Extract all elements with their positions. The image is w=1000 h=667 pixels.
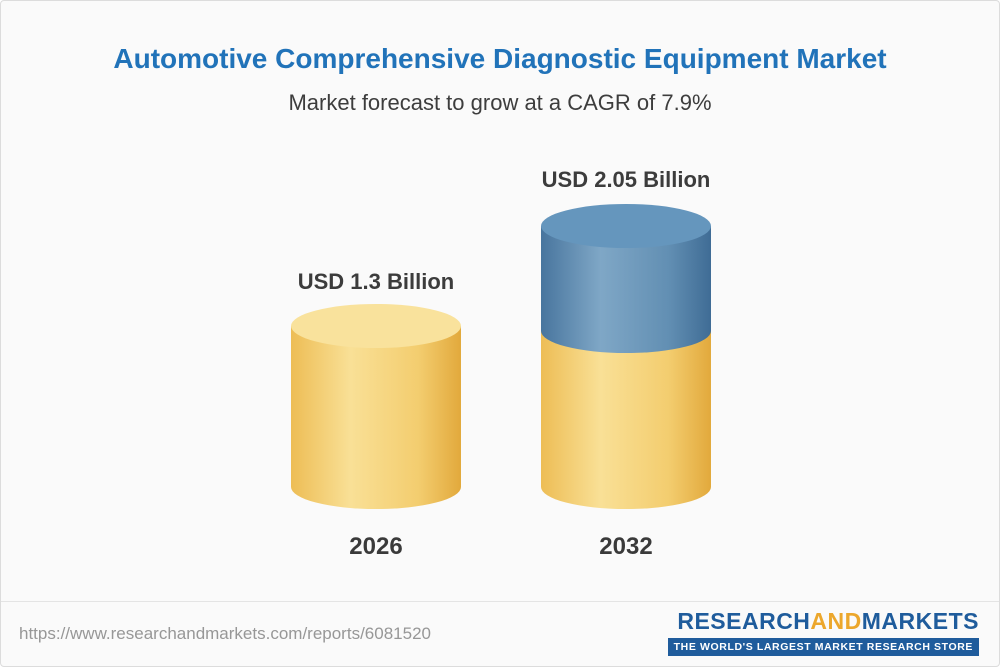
research-and-markets-logo: RESEARCHANDMARKETS THE WORLD'S LARGEST M…: [667, 608, 979, 656]
logo-word-markets: MARKETS: [861, 608, 979, 634]
chart-title: Automotive Comprehensive Diagnostic Equi…: [113, 43, 887, 74]
bar-cylinder-2026: [291, 304, 461, 509]
report-url: https://www.researchandmarkets.com/repor…: [19, 624, 431, 643]
logo-wordmark: RESEARCHANDMARKETS: [668, 608, 979, 635]
x-axis-label-2032: 2032: [599, 533, 653, 560]
bar-value-label-2026: USD 1.3 Billion: [297, 269, 455, 294]
bar-cylinder-2032: [541, 204, 711, 509]
logo-word-and: AND: [810, 608, 862, 634]
x-axis-label-2026: 2026: [349, 533, 403, 560]
chart-subtitle: Market forecast to grow at a CAGR of 7.9…: [288, 90, 712, 115]
footer-divider: [1, 601, 999, 602]
bar-value-label-2032: USD 2.05 Billion: [541, 167, 711, 192]
logo-tagline: THE WORLD'S LARGEST MARKET RESEARCH STOR…: [667, 638, 979, 656]
logo-word-research: RESEARCH: [677, 608, 811, 634]
